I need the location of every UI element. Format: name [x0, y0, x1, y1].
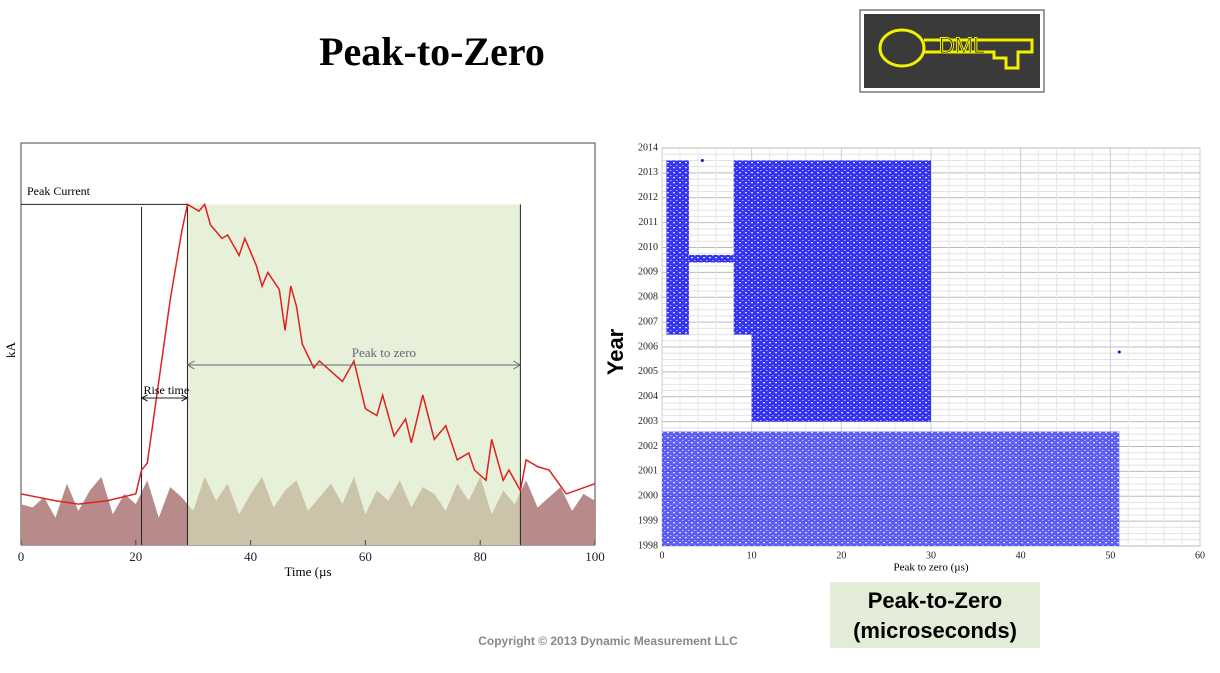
y-axis-label: kA: [3, 341, 18, 358]
point-cloud: [662, 431, 1120, 546]
annotation: Peak Current: [27, 184, 91, 198]
y-tick-label: 2014: [638, 142, 658, 153]
annotation: Peak to zero: [352, 345, 416, 360]
caption: (microseconds): [853, 618, 1017, 643]
peak-to-zero-region: [187, 204, 521, 546]
arrow-head: [140, 394, 189, 402]
y-tick-label: 2000: [638, 491, 658, 502]
y-tick-label: 2010: [638, 242, 658, 253]
y-tick-label: 2011: [638, 217, 658, 228]
x-tick-label: 20: [129, 549, 142, 564]
x-tick-label: 100: [585, 549, 605, 564]
copyright: Copyright © 2013 Dynamic Measurement LLC: [478, 634, 738, 648]
slide-title: Peak-to-Zero: [319, 29, 545, 74]
point-cloud: [666, 160, 689, 335]
y-tick-label: 1999: [638, 515, 658, 526]
x-axis-label: Peak to zero (µs): [893, 562, 968, 574]
x-tick-label: 80: [474, 549, 487, 564]
point-cloud: [688, 254, 734, 263]
y-tick-label: 2007: [638, 316, 658, 327]
x-tick-label: 60: [359, 549, 372, 564]
y-tick-label: 2005: [638, 366, 658, 377]
y-tick-label: 2006: [638, 341, 658, 352]
point: [1117, 350, 1121, 354]
x-tick-label: 40: [244, 549, 257, 564]
x-tick-label: 60: [1195, 550, 1205, 561]
point: [700, 158, 704, 162]
logo-key: [924, 38, 1034, 70]
y-tick-label: 2013: [638, 167, 658, 178]
x-tick-label: 10: [747, 550, 757, 561]
y-tick-label: 2003: [638, 416, 658, 427]
y-tick-label: 2004: [638, 391, 658, 402]
logo-key: [878, 28, 926, 68]
y-tick-label: 2001: [638, 466, 658, 477]
y-tick-label: 2008: [638, 292, 658, 303]
x-tick-label: 30: [926, 550, 936, 561]
y-tick-label: 2009: [638, 267, 658, 278]
x-tick-label: 20: [836, 550, 846, 561]
x-tick-label: 0: [660, 550, 665, 561]
y-tick-label: 2012: [638, 192, 658, 203]
arrow-head: [186, 360, 522, 370]
caption-box: [830, 582, 1040, 648]
x-tick-label: 40: [1016, 550, 1026, 561]
x-axis-label: Time (µs: [284, 564, 331, 579]
point-cloud: [751, 334, 931, 422]
y-tick-label: 1998: [638, 540, 658, 551]
y-axis-label: Year: [603, 328, 628, 375]
caption: Peak-to-Zero: [868, 588, 1002, 613]
current-line: [20, 202, 596, 505]
y-tick-label: 2002: [638, 441, 658, 452]
logo-text: DML: [939, 33, 985, 58]
point-cloud: [733, 160, 931, 335]
annotation: Rise time: [144, 383, 190, 397]
x-tick-label: 50: [1105, 550, 1115, 561]
x-tick-label: 0: [18, 549, 25, 564]
